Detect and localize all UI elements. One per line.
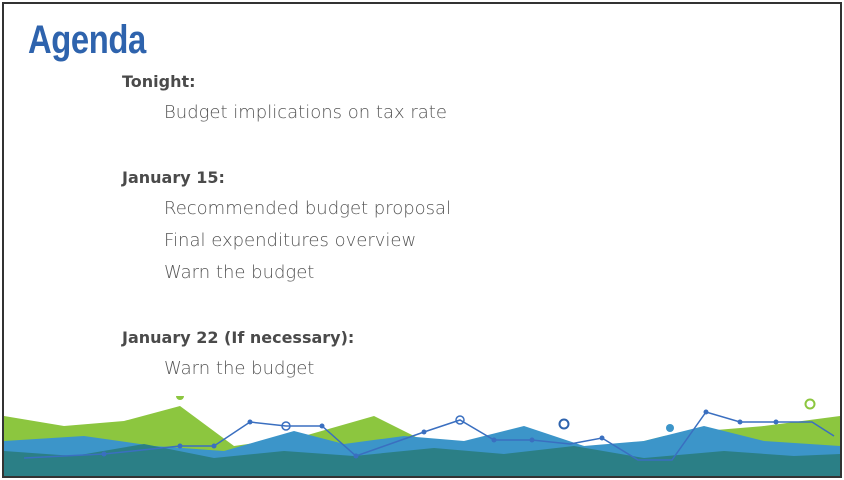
section-heading: January 15:: [122, 168, 225, 187]
section-heading: Tonight:: [122, 72, 196, 91]
agenda-item: Final expenditures overview: [164, 230, 417, 251]
agenda-item: Warn the budget: [164, 262, 315, 283]
agenda-item: Recommended budget proposal: [164, 198, 452, 219]
slide-title: Agenda: [28, 18, 146, 62]
agenda-item: Budget implications on tax rate: [164, 102, 447, 123]
decoration: [4, 396, 840, 476]
section-heading: January 22 (If necessary):: [122, 328, 355, 347]
agenda-item: Warn the budget: [164, 358, 315, 379]
